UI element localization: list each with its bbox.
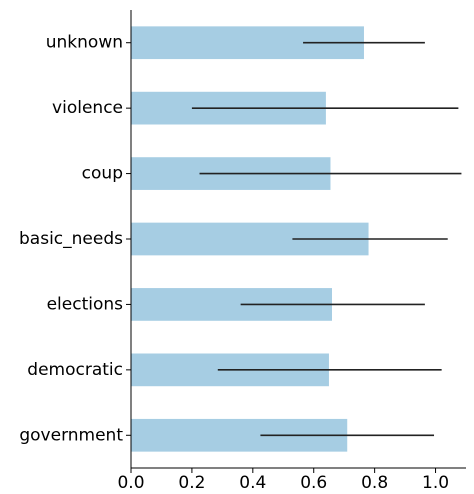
x-tick-label: 1.0 xyxy=(422,473,449,493)
y-tick-label: government xyxy=(19,425,123,445)
error-bars-layer xyxy=(191,41,462,437)
x-tick-label: 0.4 xyxy=(239,473,266,493)
y-tick-label: unknown xyxy=(46,33,123,53)
x-tick-label: 0.6 xyxy=(300,473,327,493)
y-tick-label: violence xyxy=(52,98,123,118)
y-tick-label: coup xyxy=(82,164,123,184)
x-tick-label: 0.0 xyxy=(117,473,144,493)
y-tick-label: basic_needs xyxy=(19,229,123,249)
y-tick-label: democratic xyxy=(27,360,123,380)
x-ticks-layer: 0.0 0.2 0.4 0.6 0.8 1.0 xyxy=(117,468,449,493)
x-tick-label: 0.2 xyxy=(178,473,205,493)
y-ticks-layer: unknown violence coup basic_needs elections d… xyxy=(19,33,131,445)
y-tick-label: elections xyxy=(47,294,124,314)
x-tick-label: 0.8 xyxy=(361,473,388,493)
